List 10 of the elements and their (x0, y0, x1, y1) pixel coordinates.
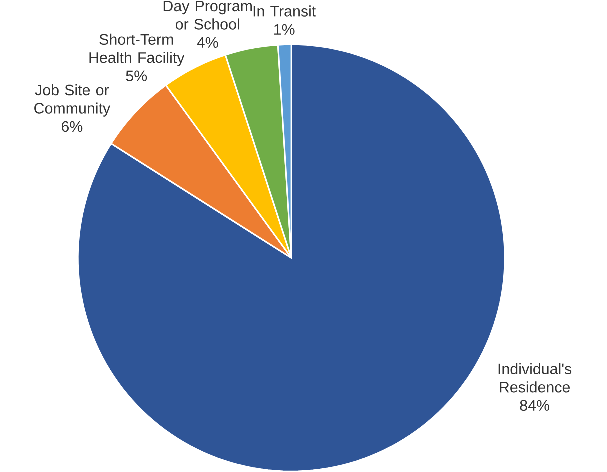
slice-label: Individual's Residence (498, 363, 572, 393)
data-label: 5% (126, 70, 148, 82)
data-label: 1% (274, 24, 295, 35)
slice-label: Short-Term Health Facility (90, 34, 185, 66)
data-label: 84% (520, 400, 550, 411)
data-label: 6% (62, 121, 83, 132)
slice-label: Day Program or School (164, 0, 252, 30)
slice-label: In Transit (254, 5, 316, 17)
data-label: 4% (197, 37, 218, 48)
slice-label: Job Site or Community (34, 84, 111, 117)
